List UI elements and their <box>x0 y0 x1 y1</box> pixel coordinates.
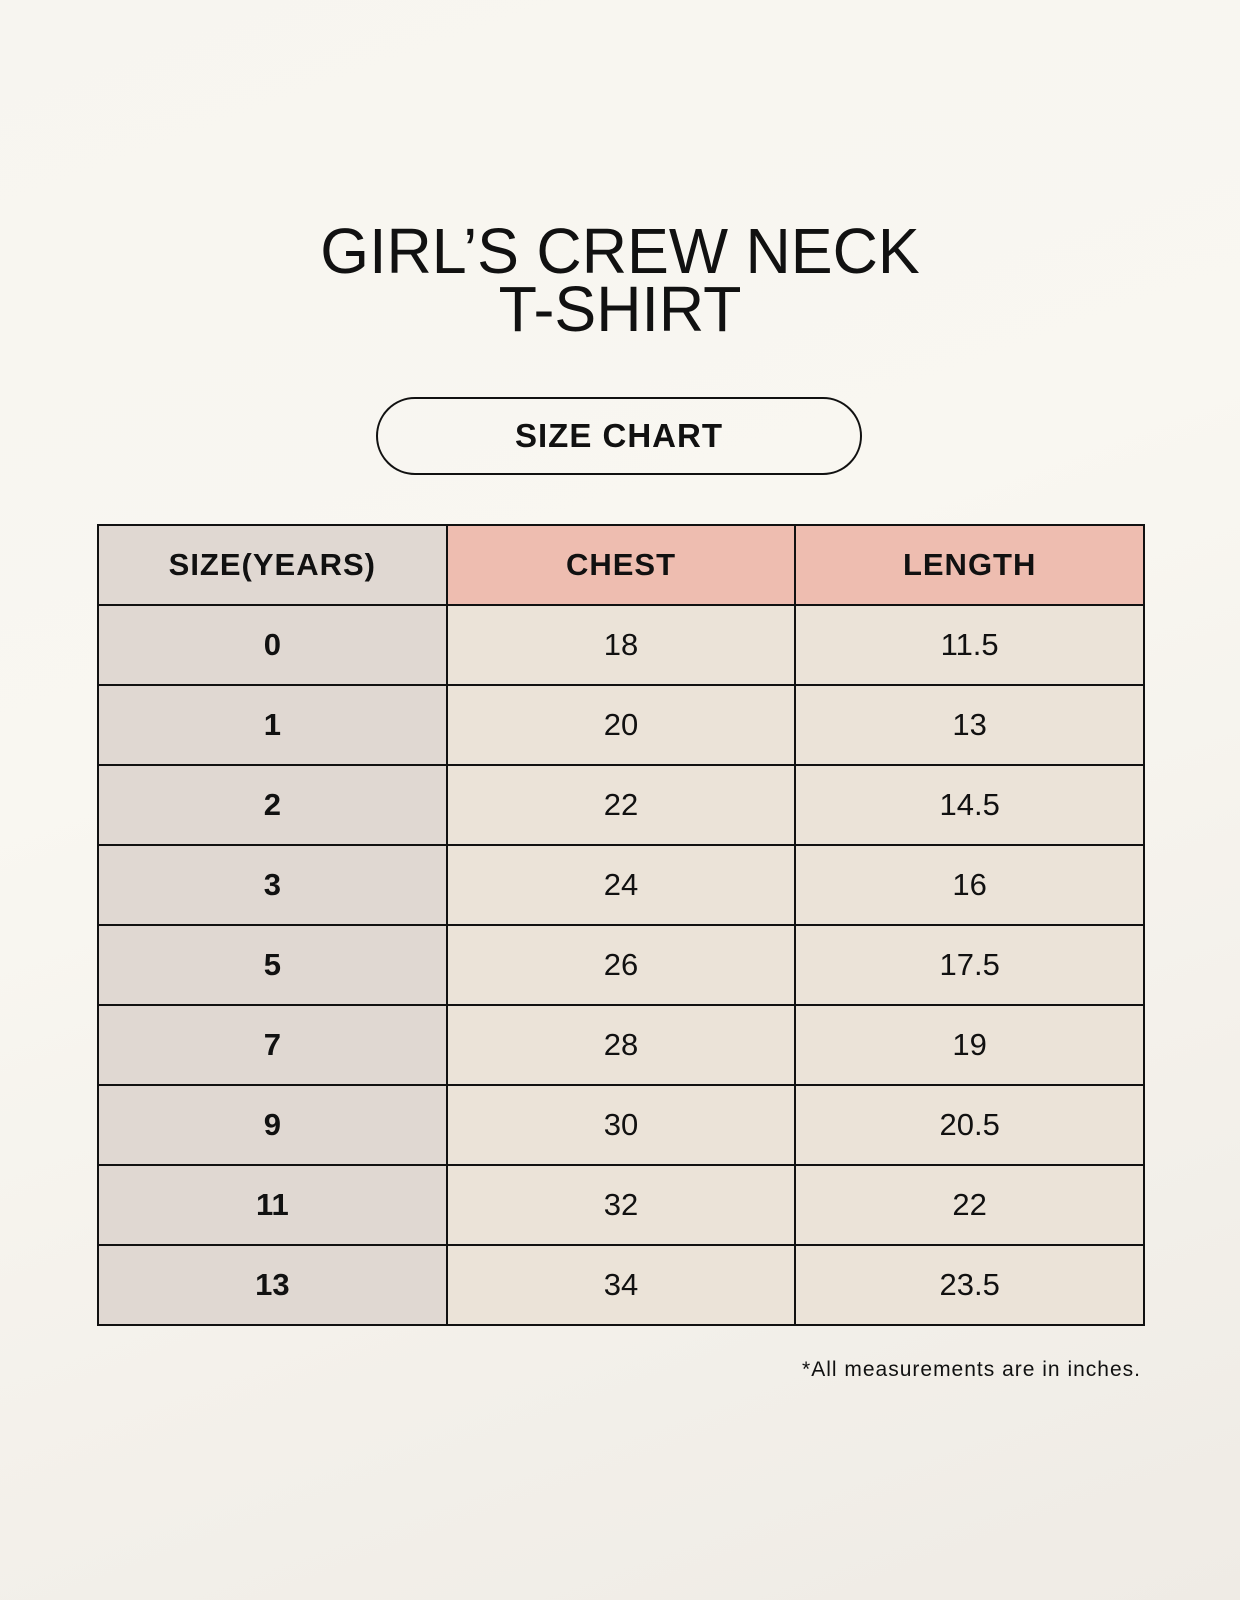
cell-size: 9 <box>97 1084 448 1166</box>
cell-length: 19 <box>794 1004 1145 1086</box>
header-chest: CHEST <box>445 524 797 606</box>
table-row: 2 22 14.5 <box>97 764 1145 846</box>
table-header-row: SIZE(YEARS) CHEST LENGTH <box>97 524 1145 606</box>
header-length: LENGTH <box>794 524 1145 606</box>
table-row: 1 20 13 <box>97 684 1145 766</box>
cell-chest: 34 <box>445 1244 797 1326</box>
table-row: 7 28 19 <box>97 1004 1145 1086</box>
cell-size: 5 <box>97 924 448 1006</box>
cell-chest: 22 <box>445 764 797 846</box>
cell-size: 3 <box>97 844 448 926</box>
cell-chest: 18 <box>445 604 797 686</box>
table-row: 5 26 17.5 <box>97 924 1145 1006</box>
cell-chest: 26 <box>445 924 797 1006</box>
cell-length: 22 <box>794 1164 1145 1246</box>
size-chart-label: SIZE CHART <box>376 397 862 475</box>
cell-length: 20.5 <box>794 1084 1145 1166</box>
cell-chest: 20 <box>445 684 797 766</box>
cell-size: 11 <box>97 1164 448 1246</box>
size-chart-table: SIZE(YEARS) CHEST LENGTH 0 18 11.5 1 20 13 2 22… <box>97 524 1145 1326</box>
cell-length: 11.5 <box>794 604 1145 686</box>
cell-size: 1 <box>97 684 448 766</box>
footnote: *All measurements are in inches. <box>802 1358 1141 1381</box>
table-row: 3 24 16 <box>97 844 1145 926</box>
cell-chest: 30 <box>445 1084 797 1166</box>
cell-length: 16 <box>794 844 1145 926</box>
table-row: 9 30 20.5 <box>97 1084 1145 1166</box>
title-line-2: T-SHIRT <box>498 273 742 345</box>
header-size: SIZE(YEARS) <box>97 524 448 606</box>
table-row: 11 32 22 <box>97 1164 1145 1246</box>
cell-chest: 24 <box>445 844 797 926</box>
page-title: GIRL’S CREW NECK T-SHIRT <box>0 215 1240 345</box>
table-row: 13 34 23.5 <box>97 1244 1145 1326</box>
cell-size: 13 <box>97 1244 448 1326</box>
cell-chest: 32 <box>445 1164 797 1246</box>
cell-length: 23.5 <box>794 1244 1145 1326</box>
cell-size: 2 <box>97 764 448 846</box>
title-line-1: GIRL’S CREW NECK <box>320 215 920 287</box>
cell-length: 14.5 <box>794 764 1145 846</box>
cell-length: 17.5 <box>794 924 1145 1006</box>
cell-size: 0 <box>97 604 448 686</box>
table-row: 0 18 11.5 <box>97 604 1145 686</box>
cell-size: 7 <box>97 1004 448 1086</box>
cell-chest: 28 <box>445 1004 797 1086</box>
cell-length: 13 <box>794 684 1145 766</box>
